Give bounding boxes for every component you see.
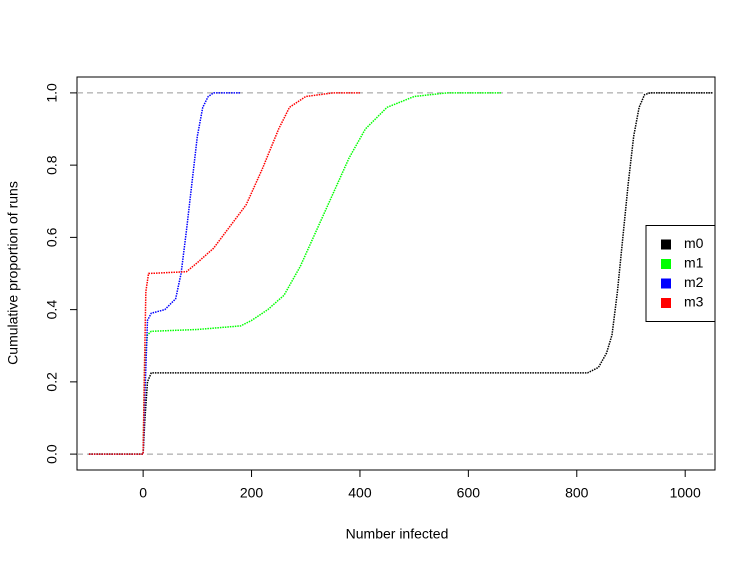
x-tick-label: 600 [457, 485, 481, 501]
ecdf-line [88, 92, 241, 455]
y-tick-label: 0.6 [44, 227, 60, 247]
plot-frame [76, 76, 716, 471]
x-tick-label: 0 [139, 485, 147, 501]
x-tick-label: 1000 [670, 485, 701, 501]
y-tick-label: 1.0 [44, 83, 60, 103]
ecdf-line [88, 92, 501, 455]
legend-box [645, 225, 716, 322]
x-tick-label: 400 [348, 485, 372, 501]
x-tick-label: 800 [565, 485, 589, 501]
y-tick-label: 0.2 [44, 372, 60, 392]
ecdf-line [88, 92, 713, 455]
legend-label: m2 [684, 274, 704, 290]
legend-label: m3 [684, 294, 704, 310]
y-tick-label: 0.8 [44, 155, 60, 175]
ecdf-line [88, 92, 360, 455]
y-tick-label: 0.0 [44, 444, 60, 464]
legend-label: m0 [684, 235, 704, 251]
legend-swatch [661, 298, 671, 308]
legend-swatch [661, 259, 671, 269]
x-tick-label: 200 [240, 485, 264, 501]
legend-swatch [661, 278, 671, 289]
x-axis-label: Number infected [346, 526, 449, 542]
y-tick-label: 0.4 [44, 300, 60, 320]
y-axis-label: Cumulative proportion of runs [5, 181, 21, 365]
legend-label: m1 [684, 255, 704, 271]
legend-swatch [661, 239, 671, 250]
